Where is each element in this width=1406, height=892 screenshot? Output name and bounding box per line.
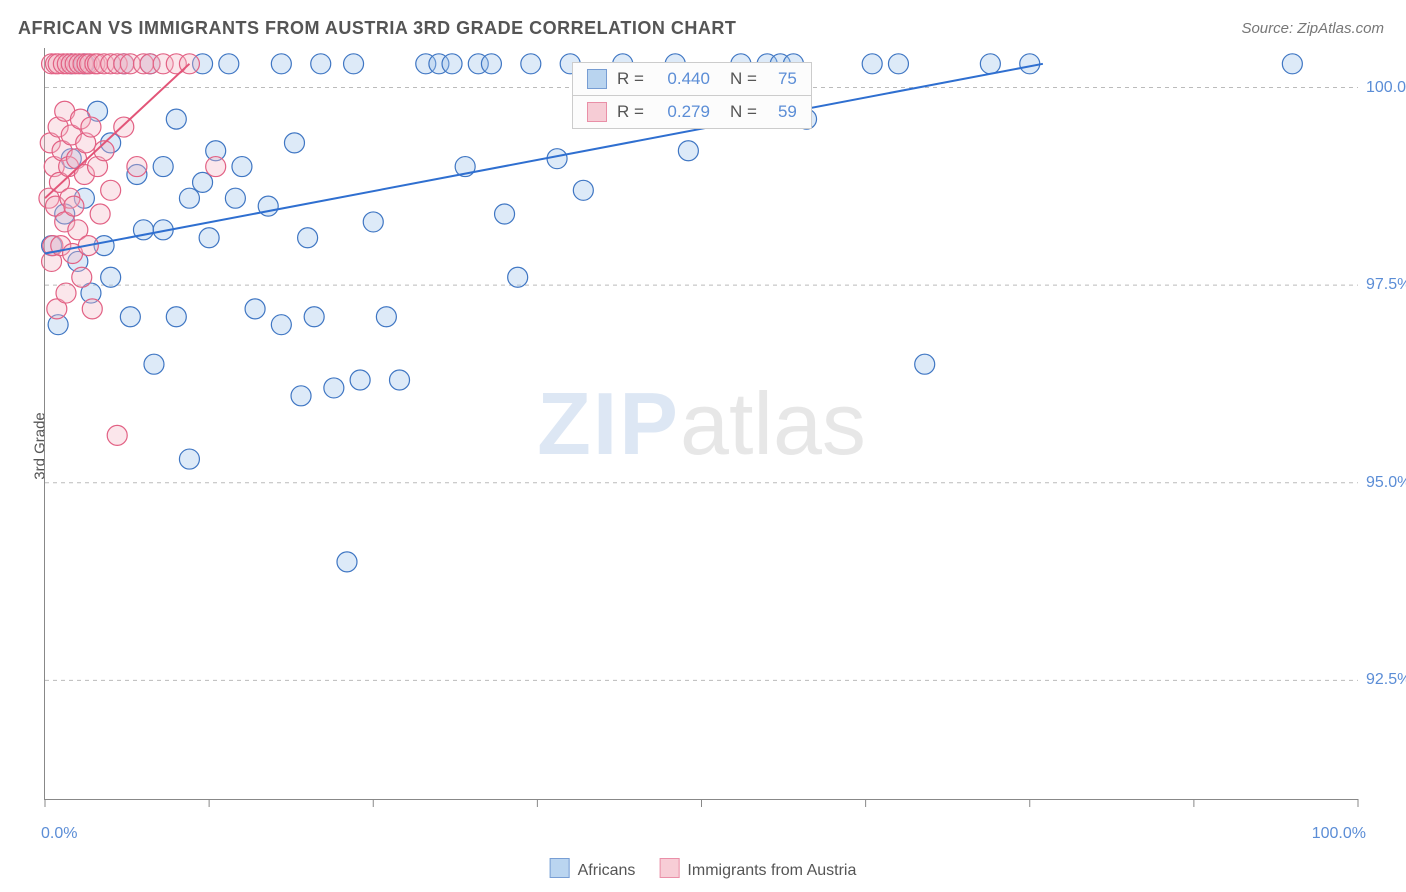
austria-point bbox=[72, 267, 92, 287]
africans-point bbox=[245, 299, 265, 319]
africans-point bbox=[521, 54, 541, 74]
r-value: 0.279 bbox=[654, 102, 710, 122]
austria-swatch-icon bbox=[587, 102, 607, 122]
africans-point bbox=[337, 552, 357, 572]
africans-point bbox=[1020, 54, 1040, 74]
y-tick-label: 95.0% bbox=[1366, 474, 1406, 492]
africans-point bbox=[915, 354, 935, 374]
africans-point bbox=[101, 267, 121, 287]
r-value: 0.440 bbox=[654, 69, 710, 89]
africans-point bbox=[179, 188, 199, 208]
africans-point bbox=[442, 54, 462, 74]
austria-point bbox=[82, 299, 102, 319]
austria-point bbox=[81, 117, 101, 137]
africans-point bbox=[225, 188, 245, 208]
plot-svg bbox=[45, 48, 1358, 799]
stats-row-austria: R = 0.279 N = 59 bbox=[573, 95, 811, 128]
austria-point bbox=[56, 283, 76, 303]
africans-point bbox=[304, 307, 324, 327]
y-tick-label: 100.0% bbox=[1366, 79, 1406, 97]
africans-point bbox=[481, 54, 501, 74]
austria-point bbox=[90, 204, 110, 224]
africans-point bbox=[199, 228, 219, 248]
africans-point bbox=[363, 212, 383, 232]
africans-point bbox=[193, 172, 213, 192]
africans-legend-swatch-icon bbox=[550, 858, 570, 878]
africans-point bbox=[166, 109, 186, 129]
africans-point bbox=[1282, 54, 1302, 74]
n-label: N = bbox=[730, 102, 757, 122]
austria-legend-swatch-icon bbox=[659, 858, 679, 878]
africans-point bbox=[495, 204, 515, 224]
austria-point bbox=[101, 180, 121, 200]
africans-point bbox=[291, 386, 311, 406]
legend-item-africans: Africans bbox=[550, 858, 636, 880]
africans-point bbox=[980, 54, 1000, 74]
r-label: R = bbox=[617, 102, 644, 122]
africans-point bbox=[547, 149, 567, 169]
africans-trend-line bbox=[45, 64, 1043, 254]
correlation-stats-box: R = 0.440 N = 75 R = 0.279 N = 59 bbox=[572, 62, 812, 129]
source-attribution: Source: ZipAtlas.com bbox=[1241, 20, 1384, 37]
stats-row-africans: R = 0.440 N = 75 bbox=[573, 63, 811, 95]
africans-point bbox=[271, 315, 291, 335]
africans-point bbox=[284, 133, 304, 153]
africans-point bbox=[678, 141, 698, 161]
chart-title: AFRICAN VS IMMIGRANTS FROM AUSTRIA 3RD G… bbox=[18, 18, 736, 39]
legend-item-austria: Immigrants from Austria bbox=[659, 858, 856, 880]
africans-point bbox=[324, 378, 344, 398]
x-tick-label: 100.0% bbox=[1312, 825, 1366, 843]
austria-point bbox=[107, 425, 127, 445]
africans-point bbox=[153, 157, 173, 177]
x-tick-label: 0.0% bbox=[41, 825, 77, 843]
n-label: N = bbox=[730, 69, 757, 89]
africans-point bbox=[166, 307, 186, 327]
africans-point bbox=[573, 180, 593, 200]
r-label: R = bbox=[617, 69, 644, 89]
y-tick-label: 92.5% bbox=[1366, 671, 1406, 689]
africans-point bbox=[271, 54, 291, 74]
legend: Africans Immigrants from Austria bbox=[550, 858, 857, 880]
africans-point bbox=[376, 307, 396, 327]
n-value: 75 bbox=[767, 69, 797, 89]
austria-point bbox=[64, 196, 84, 216]
africans-point bbox=[219, 54, 239, 74]
africans-point bbox=[888, 54, 908, 74]
scatter-plot-area: ZIPatlas R =0.440N =75R =0.279N =59 92.5… bbox=[44, 48, 1358, 800]
africans-point bbox=[179, 449, 199, 469]
africans-point bbox=[350, 370, 370, 390]
africans-point bbox=[232, 157, 252, 177]
africans-point bbox=[120, 307, 140, 327]
n-value: 59 bbox=[767, 102, 797, 122]
africans-point bbox=[390, 370, 410, 390]
africans-point bbox=[298, 228, 318, 248]
austria-point bbox=[114, 117, 134, 137]
africans-point bbox=[508, 267, 528, 287]
africans-point bbox=[311, 54, 331, 74]
austria-point bbox=[206, 157, 226, 177]
legend-label: Africans bbox=[578, 862, 636, 879]
africans-point bbox=[344, 54, 364, 74]
africans-point bbox=[144, 354, 164, 374]
austria-point bbox=[127, 157, 147, 177]
africans-point bbox=[862, 54, 882, 74]
legend-label: Immigrants from Austria bbox=[687, 862, 856, 879]
africans-swatch-icon bbox=[587, 69, 607, 89]
y-tick-label: 97.5% bbox=[1366, 276, 1406, 294]
